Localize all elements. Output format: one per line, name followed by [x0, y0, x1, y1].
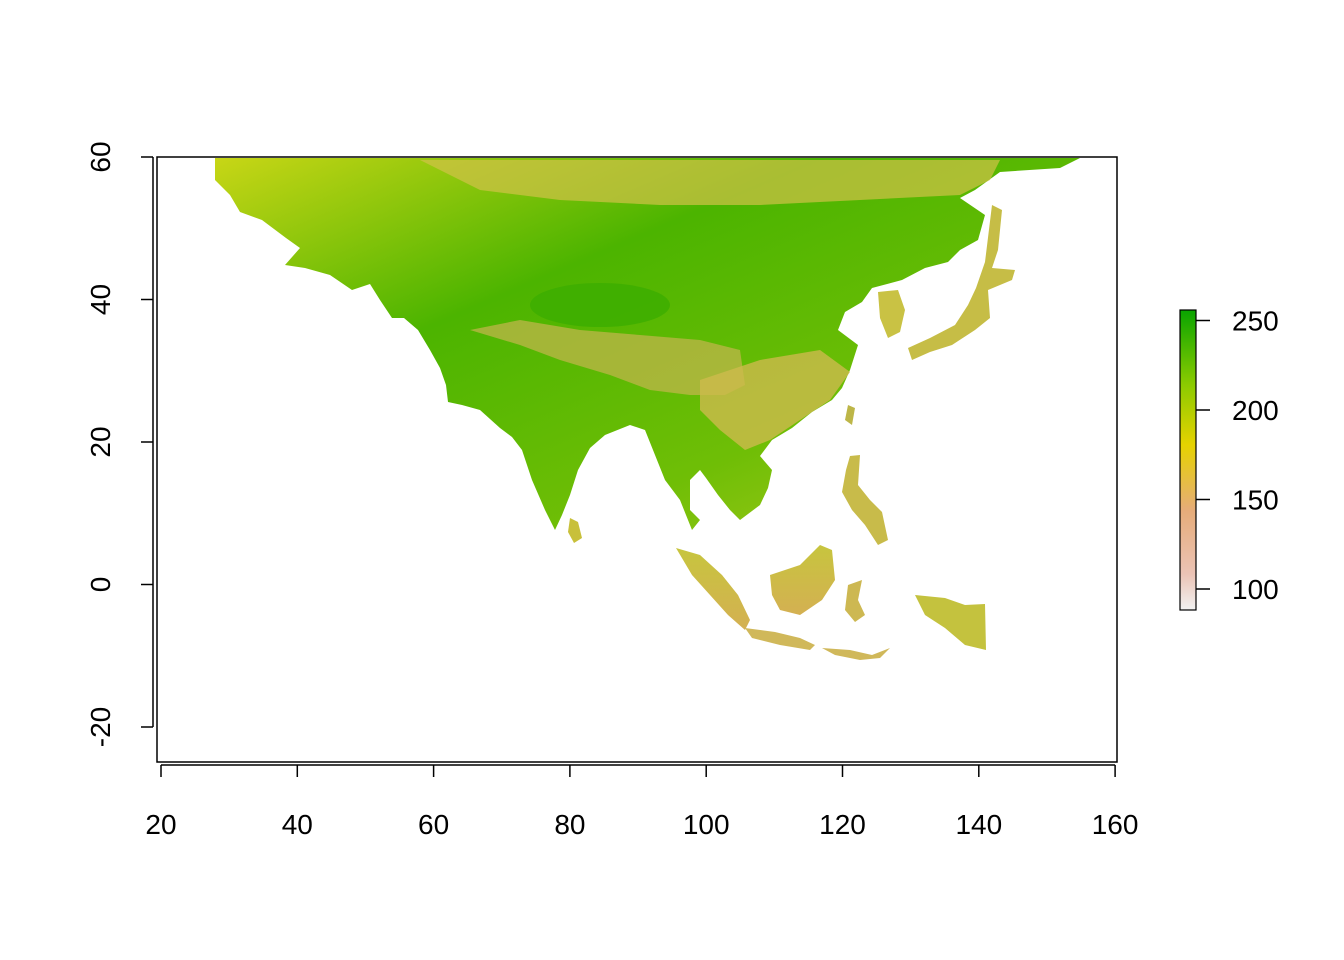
sri-lanka — [568, 518, 582, 543]
legend-tick-label: 100 — [1232, 574, 1279, 605]
sulawesi — [845, 580, 865, 622]
southern-china — [700, 350, 850, 450]
y-tick-label: 40 — [85, 284, 116, 315]
borneo — [770, 545, 835, 615]
y-tick-label: 0 — [85, 577, 116, 593]
x-tick-label: 140 — [955, 809, 1002, 840]
x-tick-label: 60 — [418, 809, 449, 840]
x-tick-label: 120 — [819, 809, 866, 840]
korea — [878, 290, 905, 338]
land-raster — [215, 158, 1080, 660]
y-tick-label: 60 — [85, 141, 116, 172]
japan — [908, 205, 1015, 360]
x-tick-label: 40 — [282, 809, 313, 840]
x-axis: 20 40 60 80 100 120 140 160 — [145, 764, 1139, 840]
sumatra — [676, 548, 750, 630]
lesser-sunda — [822, 648, 890, 660]
x-tick-label: 100 — [683, 809, 730, 840]
y-tick-label: -20 — [85, 707, 116, 747]
y-axis: -20 0 20 40 60 — [85, 141, 154, 747]
tibetan-plateau — [470, 320, 745, 395]
color-legend: 100 150 200 250 — [1179, 306, 1279, 611]
taiwan — [845, 405, 855, 425]
philippines — [842, 455, 888, 545]
x-tick-label: 80 — [554, 809, 585, 840]
new-guinea — [915, 595, 986, 650]
legend-colorbar — [1179, 309, 1197, 611]
legend-tick-label: 200 — [1232, 395, 1279, 426]
x-tick-label: 20 — [145, 809, 176, 840]
legend-tick-label: 250 — [1232, 306, 1279, 337]
x-tick-label: 160 — [1092, 809, 1139, 840]
java — [745, 628, 815, 650]
y-tick-label: 20 — [85, 426, 116, 457]
tarim-basin — [530, 283, 670, 327]
plot-frame — [156, 156, 1118, 763]
legend-tick-label: 150 — [1232, 485, 1279, 516]
siberia-north — [420, 160, 1000, 205]
